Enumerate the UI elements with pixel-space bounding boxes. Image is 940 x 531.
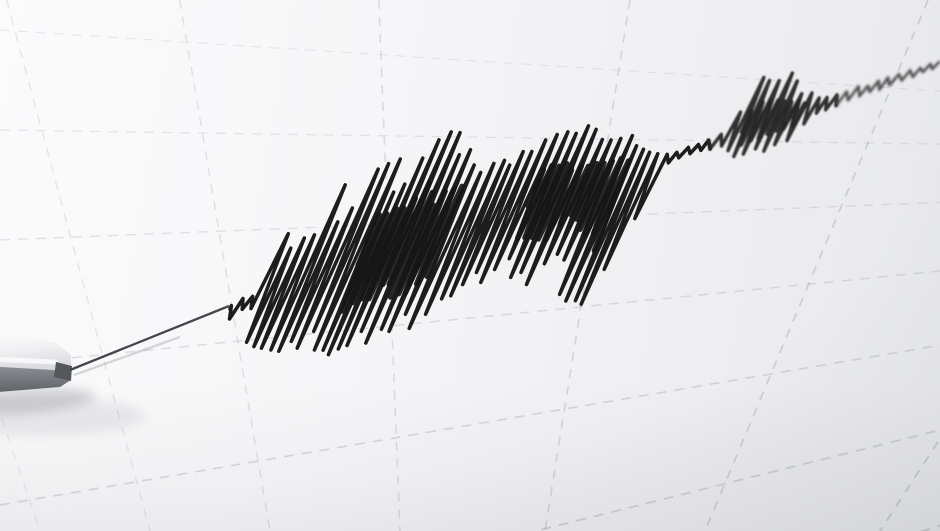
grid-line (920, 524, 940, 531)
grid-line (704, 0, 929, 531)
pen-shadow (0, 387, 145, 436)
seismic-trace-tail-blur (834, 60, 940, 107)
trace-path (834, 60, 940, 107)
seismic-trace-mid-blur (706, 71, 839, 159)
trace-path (514, 155, 631, 254)
pen-shadow-core (0, 387, 95, 415)
grid-line (5, 0, 151, 531)
pen-collar (54, 362, 72, 381)
grid-line (0, 29, 940, 92)
pen-needle (69, 304, 230, 372)
grid-line (0, 411, 41, 531)
pen-arm-side-face (0, 366, 71, 392)
seismic-trace (227, 124, 712, 357)
grid-line (544, 0, 631, 531)
pen-needle-shadow (73, 335, 181, 377)
grid-line (0, 129, 940, 145)
grid-line (0, 270, 940, 366)
trace-path (227, 124, 712, 357)
grid-line (879, 436, 940, 531)
trace-path (339, 179, 465, 314)
pen-arm-highlight (0, 356, 59, 365)
grid-line (532, 429, 940, 531)
pen-arm (0, 304, 230, 392)
grid-line (377, 0, 401, 531)
grid-line (0, 344, 940, 506)
grid-line (179, 0, 271, 531)
trace-path (738, 98, 808, 147)
